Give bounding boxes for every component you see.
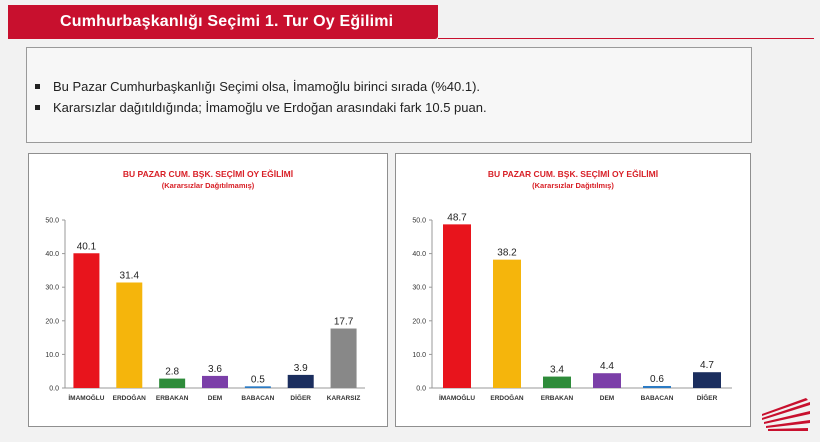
- x-tick-label: İMAMOĞLU: [439, 393, 475, 402]
- y-tick-label: 0.0: [416, 386, 426, 393]
- bar: [244, 386, 271, 388]
- y-tick-label: 10.0: [412, 352, 426, 359]
- x-tick-label: DİĞER: [697, 393, 718, 402]
- bullet-icon: [35, 105, 40, 110]
- x-tick-label: ERBAKAN: [541, 395, 574, 402]
- bar-chart-undistributed: 0.0 10.0 20.0 30.0 40.0 50.0 40.1 İMAMOĞLU 31.4 E…: [45, 218, 365, 402]
- y-tick-label: 40.0: [45, 251, 59, 258]
- chart-panel-distributed: BU PAZAR CUM. BŞK. SEÇİMİ OY EĞİLİMİ (Ka…: [395, 153, 751, 427]
- chart-subtitle: (Kararsızlar Dağıtılmamış): [161, 181, 255, 190]
- chart-subtitle: (Kararsızlar Dağıtılmış): [532, 181, 614, 190]
- data-label: 48.7: [447, 212, 467, 223]
- x-tick-label: KARARSIZ: [327, 395, 361, 402]
- summary-box: Bu Pazar Cumhurbaşkanlığı Seçimi olsa, İ…: [26, 47, 752, 143]
- bar: [593, 373, 621, 388]
- x-tick-label: ERBAKAN: [156, 395, 189, 402]
- data-label: 3.9: [294, 363, 308, 374]
- summary-bullet-text: Bu Pazar Cumhurbaşkanlığı Seçimi olsa, İ…: [53, 79, 481, 94]
- chart-title: BU PAZAR CUM. BŞK. SEÇİMİ OY EĞİLİMİ: [122, 169, 294, 179]
- data-label: 38.2: [497, 248, 517, 259]
- page-title: Cumhurbaşkanlığı Seçimi 1. Tur Oy Eğilim…: [60, 13, 394, 30]
- bar: [443, 224, 471, 388]
- data-label: 3.4: [550, 365, 564, 376]
- slide-header: Cumhurbaşkanlığı Seçimi 1. Tur Oy Eğilim…: [8, 5, 438, 39]
- bar: [159, 378, 186, 388]
- bar: [643, 385, 671, 388]
- x-tick-label: DİĞER: [290, 393, 311, 402]
- y-tick-label: 50.0: [412, 218, 426, 225]
- bar: [330, 328, 357, 388]
- data-label: 2.8: [165, 367, 179, 378]
- bar: [73, 253, 100, 388]
- bar: [202, 375, 228, 388]
- bar: [693, 372, 721, 388]
- x-tick-label: ERDOĞAN: [113, 393, 147, 402]
- chp-logo-icon: [762, 398, 810, 431]
- x-tick-label: DEM: [208, 395, 222, 402]
- chart-title: BU PAZAR CUM. BŞK. SEÇİMİ OY EĞİLİMİ: [487, 169, 659, 179]
- data-label: 3.6: [208, 364, 222, 375]
- summary-bullet: Kararsızlar dağıtıldığında; İmamoğlu ve …: [35, 97, 751, 118]
- bar: [116, 282, 143, 388]
- data-label: 40.1: [77, 241, 97, 252]
- data-label: 31.4: [120, 270, 140, 281]
- chart-panel-undistributed: BU PAZAR CUM. BŞK. SEÇİMİ OY EĞİLİMİ (Ka…: [28, 153, 388, 427]
- x-tick-label: BABACAN: [241, 395, 274, 402]
- x-tick-label: İMAMOĞLU: [68, 393, 104, 402]
- x-tick-label: DEM: [600, 395, 614, 402]
- bar: [287, 374, 314, 388]
- bar-chart-distributed: 0.0 10.0 20.0 30.0 40.0 50.0 48.7 İMAMOĞLU 38.2 E…: [412, 212, 732, 402]
- bar: [493, 259, 521, 388]
- y-tick-label: 30.0: [45, 285, 59, 292]
- summary-bullet-text: Kararsızlar dağıtıldığında; İmamoğlu ve …: [53, 100, 487, 115]
- y-tick-label: 30.0: [412, 285, 426, 292]
- bar: [543, 376, 571, 388]
- y-tick-label: 40.0: [412, 251, 426, 258]
- y-tick-label: 50.0: [45, 218, 59, 225]
- y-tick-label: 20.0: [412, 318, 426, 325]
- y-tick-label: 10.0: [45, 352, 59, 359]
- header-divider: [438, 38, 814, 39]
- bullet-icon: [35, 84, 40, 89]
- x-tick-label: BABACAN: [641, 395, 674, 402]
- data-label: 0.6: [650, 374, 664, 385]
- y-tick-label: 0.0: [49, 386, 59, 393]
- y-tick-label: 20.0: [45, 318, 59, 325]
- data-label: 4.4: [600, 361, 614, 372]
- data-label: 4.7: [700, 360, 714, 371]
- data-label: 17.7: [334, 317, 354, 328]
- data-label: 0.5: [251, 374, 265, 385]
- x-tick-label: ERDOĞAN: [490, 393, 524, 402]
- summary-bullet: Bu Pazar Cumhurbaşkanlığı Seçimi olsa, İ…: [35, 76, 751, 97]
